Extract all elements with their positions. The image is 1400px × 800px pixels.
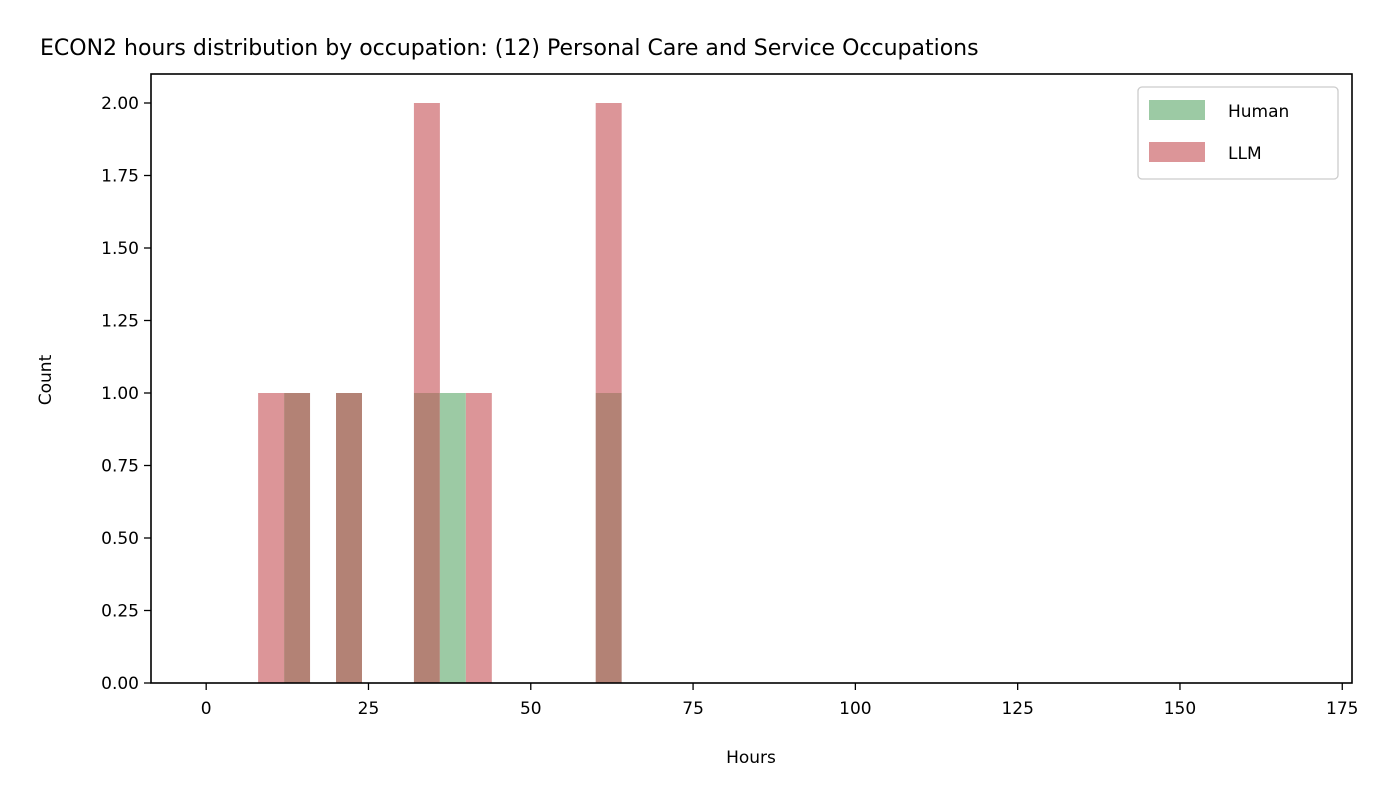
bar-llm: [258, 393, 285, 683]
y-tick-label: 0.50: [101, 529, 139, 549]
bar-overlap: [413, 393, 440, 683]
bar-llm: [413, 103, 440, 393]
bar-llm: [465, 393, 492, 683]
bar-overlap: [595, 393, 622, 683]
chart-title: ECON2 hours distribution by occupation: …: [40, 36, 979, 61]
bar-overlap: [284, 393, 311, 683]
x-axis: 0 25 50 75 100 125 150 175: [201, 683, 1358, 719]
y-tick-label: 1.00: [101, 384, 139, 404]
legend-label-llm: LLM: [1228, 144, 1262, 164]
plot-frame: [150, 73, 1353, 684]
y-tick-label: 1.50: [101, 239, 139, 259]
y-axis: 0.00 0.25 0.50 0.75 1.00 1.25 1.50 1.75 2.00: [101, 94, 151, 694]
x-tick-label: 50: [520, 699, 542, 719]
y-tick-label: 0.00: [101, 674, 139, 694]
y-tick-label: 2.00: [101, 94, 139, 114]
bars-layer: [258, 103, 622, 683]
x-tick-label: 100: [839, 699, 871, 719]
x-tick-label: 75: [682, 699, 704, 719]
x-axis-label: Hours: [726, 748, 776, 768]
bar-human: [439, 393, 466, 683]
x-tick-label: 175: [1326, 699, 1358, 719]
y-axis-label: Count: [36, 354, 56, 405]
legend-swatch-human: [1149, 100, 1205, 120]
x-tick-label: 150: [1164, 699, 1196, 719]
x-tick-label: 25: [358, 699, 380, 719]
y-tick-label: 0.75: [101, 457, 139, 477]
legend-swatch-llm: [1149, 142, 1205, 162]
y-tick-label: 1.75: [101, 167, 139, 187]
bar-llm: [595, 103, 622, 393]
x-tick-label: 0: [201, 699, 212, 719]
bar-overlap: [336, 393, 362, 683]
x-tick-label: 125: [1001, 699, 1033, 719]
legend-label-human: Human: [1228, 102, 1289, 122]
legend: Human LLM: [1137, 86, 1339, 180]
y-tick-label: 0.25: [101, 602, 139, 622]
y-tick-label: 1.25: [101, 312, 139, 332]
